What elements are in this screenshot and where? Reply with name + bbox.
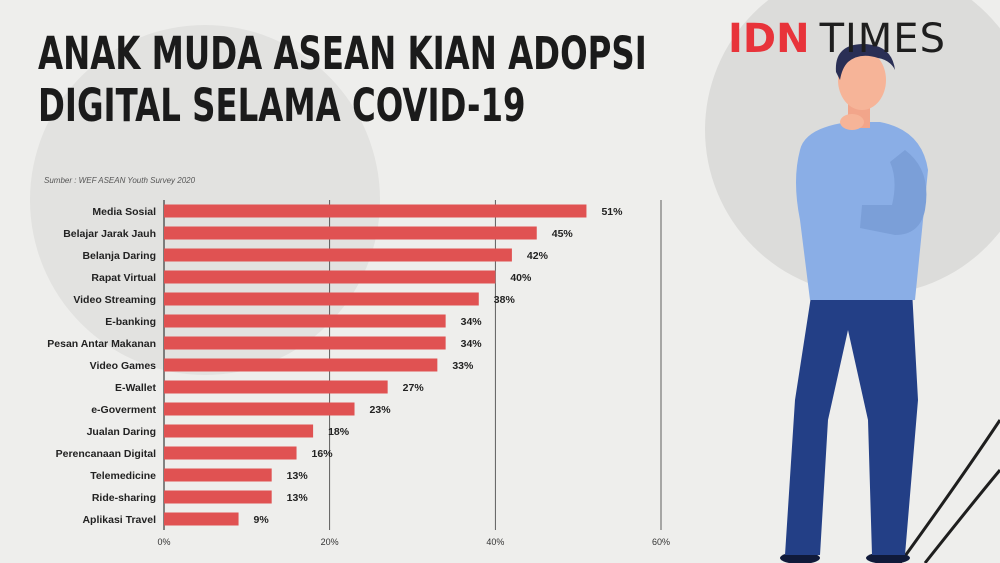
- bar: [164, 490, 272, 504]
- bar: [164, 204, 587, 218]
- category-label: Video Streaming: [73, 294, 156, 306]
- bar: [164, 358, 438, 372]
- bar: [164, 402, 355, 416]
- bar: [164, 512, 239, 526]
- data-label: 13%: [287, 470, 309, 482]
- category-label: Media Sosial: [92, 206, 156, 218]
- bar: [164, 468, 272, 482]
- brand-logo-idn: IDN: [728, 16, 810, 62]
- category-label: Aplikasi Travel: [82, 514, 156, 526]
- category-label: Video Games: [90, 360, 156, 372]
- decor-line: [923, 469, 1000, 563]
- data-label: 9%: [254, 514, 270, 526]
- category-label: Ride-sharing: [92, 492, 156, 504]
- category-label: Rapat Virtual: [91, 272, 156, 284]
- bar: [164, 226, 537, 240]
- bar: [164, 424, 314, 438]
- page-title: ANAK MUDA ASEAN KIAN ADOPSI DIGITAL SELA…: [38, 27, 647, 132]
- data-label: 16%: [312, 448, 334, 460]
- category-label: E-banking: [105, 316, 156, 328]
- category-label: Belajar Jarak Jauh: [63, 228, 156, 240]
- data-label: 34%: [461, 338, 483, 350]
- category-label: Pesan Antar Makanan: [47, 338, 156, 350]
- data-label: 45%: [552, 228, 574, 240]
- thinking-person-illustration: [780, 44, 928, 563]
- bar: [164, 292, 479, 306]
- category-label: Jualan Daring: [87, 426, 156, 438]
- data-label: 42%: [527, 250, 549, 262]
- category-label: Telemedicine: [90, 470, 156, 482]
- x-tick-label: 0%: [157, 537, 170, 547]
- hand: [840, 114, 864, 130]
- bar: [164, 314, 446, 328]
- data-label: 51%: [601, 206, 623, 218]
- bar: [164, 336, 446, 350]
- brand-logo: IDN TIMES: [728, 16, 946, 62]
- bar: [164, 248, 512, 262]
- data-label: 33%: [452, 360, 474, 372]
- brand-logo-times: TIMES: [819, 16, 946, 62]
- category-label: Perencanaan Digital: [56, 448, 156, 460]
- data-label: 18%: [328, 426, 350, 438]
- data-label: 34%: [461, 316, 483, 328]
- arm: [860, 150, 927, 235]
- hair: [835, 44, 895, 80]
- background-circle-left: [30, 25, 380, 375]
- data-label: 13%: [287, 492, 309, 504]
- bar-chart: 0% 20% 40% 60% Media Sosial 51% Belajar Jarak …: [47, 200, 670, 547]
- decor-line: [898, 419, 1000, 563]
- bar: [164, 446, 297, 460]
- category-label: E-Wallet: [115, 382, 157, 394]
- category-label: Belanja Daring: [82, 250, 156, 262]
- category-label: e-Goverment: [91, 404, 156, 416]
- bar: [164, 270, 496, 284]
- data-label: 23%: [370, 404, 392, 416]
- bar: [164, 380, 388, 394]
- x-tick-label: 60%: [652, 537, 670, 547]
- data-label: 27%: [403, 382, 425, 394]
- trousers: [785, 290, 918, 555]
- x-tick-label: 40%: [486, 537, 504, 547]
- data-label: 40%: [510, 272, 532, 284]
- face: [838, 50, 886, 110]
- source-note: Sumber : WEF ASEAN Youth Survey 2020: [44, 176, 196, 185]
- x-tick-label: 20%: [321, 537, 339, 547]
- data-label: 38%: [494, 294, 516, 306]
